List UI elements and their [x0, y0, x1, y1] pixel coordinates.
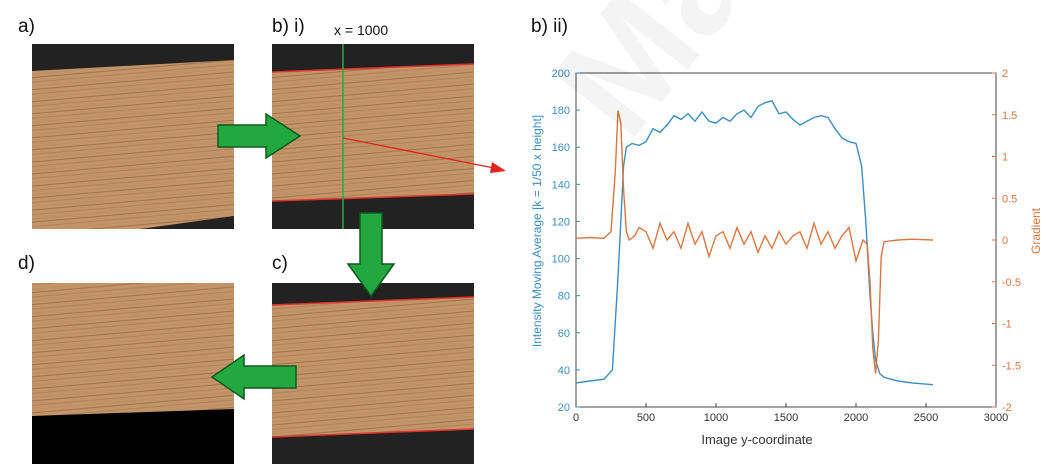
y-left-tick-label: 80: [558, 291, 570, 303]
y-left-tick-label: 100: [552, 254, 570, 266]
y-left-tick-label: 40: [558, 365, 570, 377]
panel-c-crop: [272, 283, 474, 464]
gradient-series-line: [575, 110, 934, 374]
intensity-series-line: [575, 99, 934, 386]
intensity-gradient-chart: 0 500 1000 1500 2000 2500 3000 204060801001201…: [530, 68, 1043, 447]
y-left-tick-label: 120: [552, 216, 570, 228]
y-right-tick-label: 1: [1002, 152, 1008, 164]
scan-position-label: x = 1000: [334, 22, 389, 38]
panel-label-d: d): [18, 253, 35, 274]
y-left-tick-label: 160: [552, 142, 570, 154]
panel-b-i-edge-detection: [272, 44, 474, 229]
x-tick-label: 0: [573, 412, 579, 424]
pointer-arrow-head: [490, 162, 506, 173]
y-axis-left-label: Intensity Moving Average [k = 1/50 x hei…: [530, 115, 544, 347]
panel-label-b-ii: b) ii): [531, 16, 568, 37]
x-tick-label: 2000: [844, 412, 868, 424]
crop-bottom-edge: [272, 428, 474, 438]
x-tick-label: 500: [637, 412, 655, 424]
y-left-tick-label: 200: [552, 68, 570, 80]
x-tick-label: 1000: [704, 412, 728, 424]
y-right-tick-label: 2: [1002, 68, 1008, 80]
y-right-tick-label: 0: [1002, 235, 1008, 247]
y-left-tick-label: 140: [552, 179, 570, 191]
y-right-tick-label: -1.5: [1002, 360, 1021, 372]
y-axis-right-label: Gradient: [1029, 207, 1043, 254]
y-right-tick-label: -1: [1002, 319, 1012, 331]
arrow-right-icon: [217, 112, 302, 160]
arrow-down-icon: [346, 212, 396, 298]
top-edge-line: [272, 63, 474, 73]
panel-label-a: a): [18, 16, 35, 37]
pointer-arrow-line: [342, 137, 495, 169]
arrow-left-icon: [210, 353, 297, 401]
panel-label-c: c): [272, 253, 288, 274]
y-right-tick-label: -0.5: [1002, 277, 1021, 289]
panel-d-corrected-image: [32, 283, 234, 464]
y-left-tick-label: 20: [558, 402, 570, 414]
panel-label-b-i: b) i): [272, 16, 305, 37]
x-tick-label: 3000: [984, 412, 1008, 424]
y-right-tick-label: 1.5: [1002, 110, 1017, 122]
y-left-tick-label: 180: [552, 105, 570, 117]
crop-top-edge: [272, 296, 474, 306]
panel-a-original-image: [32, 44, 234, 229]
y-right-tick-label: -2: [1002, 402, 1012, 414]
x-tick-label: 1500: [774, 412, 798, 424]
y-left-tick-label: 60: [558, 328, 570, 340]
y-right-tick-label: 0.5: [1002, 193, 1017, 205]
x-axis-label: Image y-coordinate: [701, 432, 812, 447]
x-tick-label: 2500: [914, 412, 938, 424]
bottom-edge-line: [272, 193, 474, 202]
